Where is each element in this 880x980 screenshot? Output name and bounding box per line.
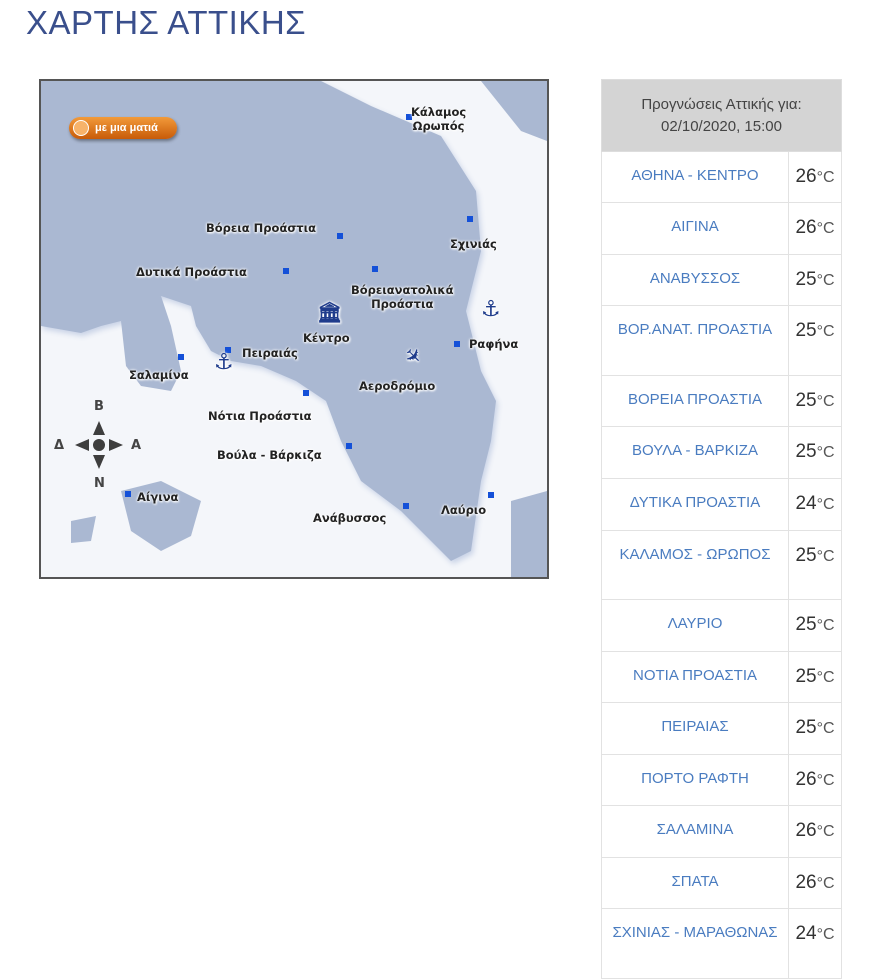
map-marker[interactable] bbox=[454, 341, 460, 347]
forecast-row: ΒΟΥΛΑ - ΒΑΡΚΙΖΑ 25°C bbox=[601, 426, 842, 479]
map-marker[interactable] bbox=[406, 114, 412, 120]
label-peiraias[interactable]: Πειραιάς bbox=[242, 346, 298, 360]
label-anavyssos[interactable]: Ανάβυσσος bbox=[313, 511, 387, 525]
temperature: 25°C bbox=[788, 426, 842, 479]
temperature: 26°C bbox=[788, 857, 842, 909]
map-land bbox=[41, 81, 547, 577]
forecast-row: ΛΑΥΡΙΟ 25°C bbox=[601, 599, 842, 652]
label-notia[interactable]: Νότια Προάστια bbox=[208, 409, 312, 423]
map-marker[interactable] bbox=[337, 233, 343, 239]
forecast-row: ΑΙΓΙΝΑ 26°C bbox=[601, 202, 842, 255]
map-marker[interactable] bbox=[225, 347, 231, 353]
temperature: 25°C bbox=[788, 530, 842, 600]
at-a-glance-button[interactable]: με μια ματιά bbox=[69, 117, 177, 139]
temperature: 26°C bbox=[788, 754, 842, 806]
location-link[interactable]: ΑΙΓΙΝΑ bbox=[601, 202, 789, 255]
forecast-row: ΣΧΙΝΙΑΣ - ΜΑΡΑΘΩΝΑΣ 24°C bbox=[601, 908, 842, 979]
location-link[interactable]: ΒΟΡΕΙΑ ΠΡΟΑΣΤΙΑ bbox=[601, 375, 789, 427]
location-link[interactable]: ΑΘΗΝΑ - ΚΕΝΤΡΟ bbox=[601, 151, 789, 203]
museum-icon: 🏛 bbox=[317, 300, 343, 324]
forecast-table: Προγνώσεις Αττικής για: 02/10/2020, 15:00… bbox=[601, 79, 842, 979]
map-marker[interactable] bbox=[303, 390, 309, 396]
label-salamina[interactable]: Σαλαμίνα bbox=[129, 368, 189, 382]
map-marker[interactable] bbox=[403, 503, 409, 509]
temperature: 25°C bbox=[788, 651, 842, 703]
label-kentro[interactable]: Κέντρο bbox=[303, 331, 350, 345]
location-link[interactable]: ΝΟΤΙΑ ΠΡΟΑΣΤΙΑ bbox=[601, 651, 789, 703]
label-schinias[interactable]: Σχινιάς bbox=[450, 237, 497, 251]
forecast-row: ΚΑΛΑΜΟΣ - ΩΡΩΠΟΣ 25°C bbox=[601, 530, 842, 600]
location-link[interactable]: ΑΝΑΒΥΣΣΟΣ bbox=[601, 254, 789, 306]
label-dytika[interactable]: Δυτικά Προάστια bbox=[136, 265, 247, 279]
map-marker[interactable] bbox=[178, 354, 184, 360]
location-link[interactable]: ΣΠΑΤΑ bbox=[601, 857, 789, 909]
map-marker[interactable] bbox=[488, 492, 494, 498]
map-marker[interactable] bbox=[372, 266, 378, 272]
attica-map[interactable]: με μια ματιά Κάλαμος Ωρωπός Βόρεια Προάσ… bbox=[39, 79, 549, 579]
forecast-row: ΣΠΑΤΑ 26°C bbox=[601, 857, 842, 909]
location-link[interactable]: ΠΟΡΤΟ ΡΑΦΤΗ bbox=[601, 754, 789, 806]
forecast-row: ΒΟΡ.ΑΝΑΤ. ΠΡΟΑΣΤΙΑ 25°C bbox=[601, 305, 842, 376]
location-link[interactable]: ΠΕΙΡΑΙΑΣ bbox=[601, 702, 789, 755]
label-voula[interactable]: Βούλα - Βάρκιζα bbox=[217, 448, 322, 462]
forecast-row: ΔΥΤΙΚΑ ΠΡΟΑΣΤΙΑ 24°C bbox=[601, 478, 842, 531]
temperature: 25°C bbox=[788, 305, 842, 376]
forecast-row: ΝΟΤΙΑ ΠΡΟΑΣΤΙΑ 25°C bbox=[601, 651, 842, 703]
temperature: 26°C bbox=[788, 805, 842, 858]
temperature: 25°C bbox=[788, 375, 842, 427]
map-marker[interactable] bbox=[467, 216, 473, 222]
temperature: 24°C bbox=[788, 478, 842, 531]
anchor-icon: ⚓ bbox=[481, 297, 501, 322]
target-icon bbox=[73, 120, 89, 136]
temperature: 25°C bbox=[788, 599, 842, 652]
map-marker[interactable] bbox=[283, 268, 289, 274]
forecast-row: ΠΟΡΤΟ ΡΑΦΤΗ 26°C bbox=[601, 754, 842, 806]
forecast-row: ΣΑΛΑΜΙΝΑ 26°C bbox=[601, 805, 842, 858]
forecast-row: ΑΝΑΒΥΣΣΟΣ 25°C bbox=[601, 254, 842, 306]
forecast-row: ΠΕΙΡΑΙΑΣ 25°C bbox=[601, 702, 842, 755]
label-rafina[interactable]: Ραφήνα bbox=[469, 337, 519, 351]
temperature: 25°C bbox=[788, 702, 842, 755]
temperature: 26°C bbox=[788, 151, 842, 203]
temperature: 25°C bbox=[788, 254, 842, 306]
map-marker[interactable] bbox=[346, 443, 352, 449]
label-voreia[interactable]: Βόρεια Προάστια bbox=[206, 221, 317, 235]
location-link[interactable]: ΣΧΙΝΙΑΣ - ΜΑΡΑΘΩΝΑΣ bbox=[601, 908, 789, 979]
forecast-row: ΒΟΡΕΙΑ ΠΡΟΑΣΤΙΑ 25°C bbox=[601, 375, 842, 427]
forecast-header: Προγνώσεις Αττικής για: 02/10/2020, 15:00 bbox=[601, 79, 842, 152]
location-link[interactable]: ΔΥΤΙΚΑ ΠΡΟΑΣΤΙΑ bbox=[601, 478, 789, 531]
map-marker[interactable] bbox=[125, 491, 131, 497]
temperature: 24°C bbox=[788, 908, 842, 979]
compass-icon bbox=[75, 421, 123, 469]
anchor-icon: ⚓ bbox=[214, 350, 234, 375]
location-link[interactable]: ΛΑΥΡΙΟ bbox=[601, 599, 789, 652]
forecast-row: ΑΘΗΝΑ - ΚΕΝΤΡΟ 26°C bbox=[601, 151, 842, 203]
label-kalamos[interactable]: Κάλαμος Ωρωπός bbox=[411, 105, 467, 133]
location-link[interactable]: ΣΑΛΑΜΙΝΑ bbox=[601, 805, 789, 858]
label-aerodromio[interactable]: Αεροδρόμιο bbox=[359, 379, 436, 393]
page-title: ΧΑΡΤΗΣ ΑΤΤΙΚΗΣ bbox=[26, 4, 307, 41]
location-link[interactable]: ΒΟΡ.ΑΝΑΤ. ΠΡΟΑΣΤΙΑ bbox=[601, 305, 789, 376]
temperature: 26°C bbox=[788, 202, 842, 255]
label-lavrio[interactable]: Λαύριο bbox=[441, 503, 487, 517]
label-aigina[interactable]: Αίγινα bbox=[137, 490, 179, 504]
label-voreioanatolika[interactable]: Βόρειανατολικά Προάστια bbox=[351, 283, 454, 311]
location-link[interactable]: ΚΑΛΑΜΟΣ - ΩΡΩΠΟΣ bbox=[601, 530, 789, 600]
location-link[interactable]: ΒΟΥΛΑ - ΒΑΡΚΙΖΑ bbox=[601, 426, 789, 479]
